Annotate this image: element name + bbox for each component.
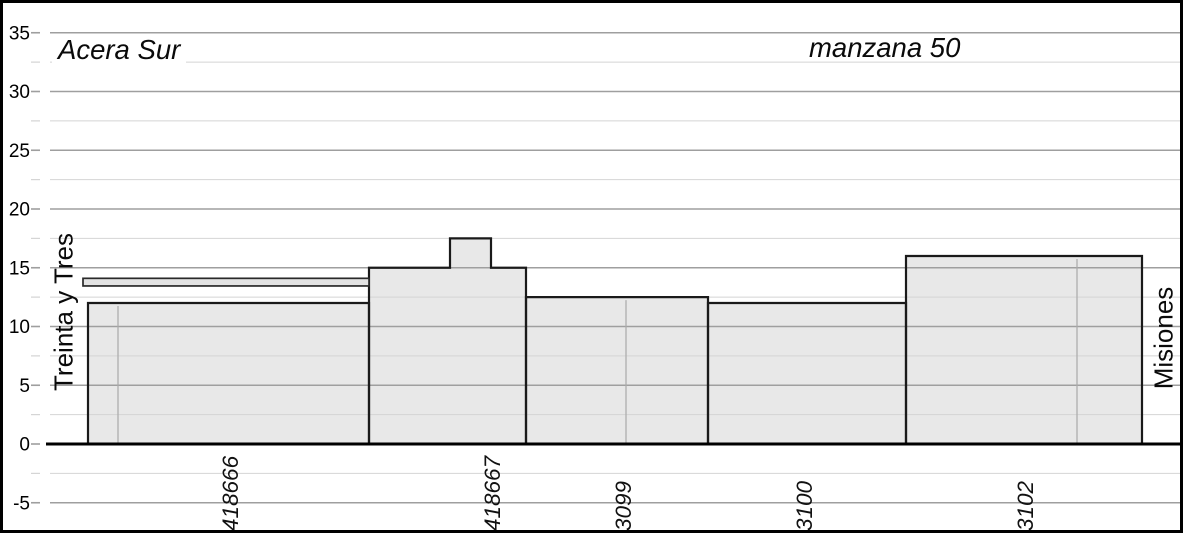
street-label-right: Misiones xyxy=(1148,286,1179,390)
elevation-chart-canvas: 35 30 25 20 15 10 5 0 -5 418666 418667 3099 3100 3102 xyxy=(9,23,1180,531)
facade-outline-418667 xyxy=(367,237,528,446)
y-axis-label-10: 10 xyxy=(9,317,30,338)
facade-fill-3099 xyxy=(527,298,707,445)
x-axis-label-3099: 3099 xyxy=(611,480,636,531)
y-axis-label-5: 5 xyxy=(19,376,30,397)
street-label-left: Treinta y Tres xyxy=(48,233,79,391)
overhead-line xyxy=(82,277,370,287)
facade-fill-3100 xyxy=(709,304,905,445)
x-axis-label-3102: 3102 xyxy=(1013,480,1038,531)
facade-fill-418666 xyxy=(89,304,368,445)
x-axis-label-418666: 418666 xyxy=(218,455,243,531)
y-axis-label-25: 25 xyxy=(9,141,30,162)
acera-sur-title: Acera Sur xyxy=(52,34,187,66)
x-axis-label-418667: 418667 xyxy=(480,454,505,531)
facade-fill-418667 xyxy=(370,268,525,445)
y-axis-label-20: 20 xyxy=(9,200,30,221)
manzana-title: manzana 50 xyxy=(809,32,961,63)
y-axis-label--5: -5 xyxy=(13,493,30,514)
y-axis-label-0: 0 xyxy=(19,435,30,456)
roof-fill-418667 xyxy=(451,239,490,272)
y-axis-label-15: 15 xyxy=(9,258,30,279)
x-axis-label-3100: 3100 xyxy=(792,480,817,531)
facade-fill-3102 xyxy=(907,257,1141,445)
y-axis-label-30: 30 xyxy=(9,82,30,103)
y-axis-label-35: 35 xyxy=(9,23,30,44)
facade-outline-3102 xyxy=(904,254,1144,446)
